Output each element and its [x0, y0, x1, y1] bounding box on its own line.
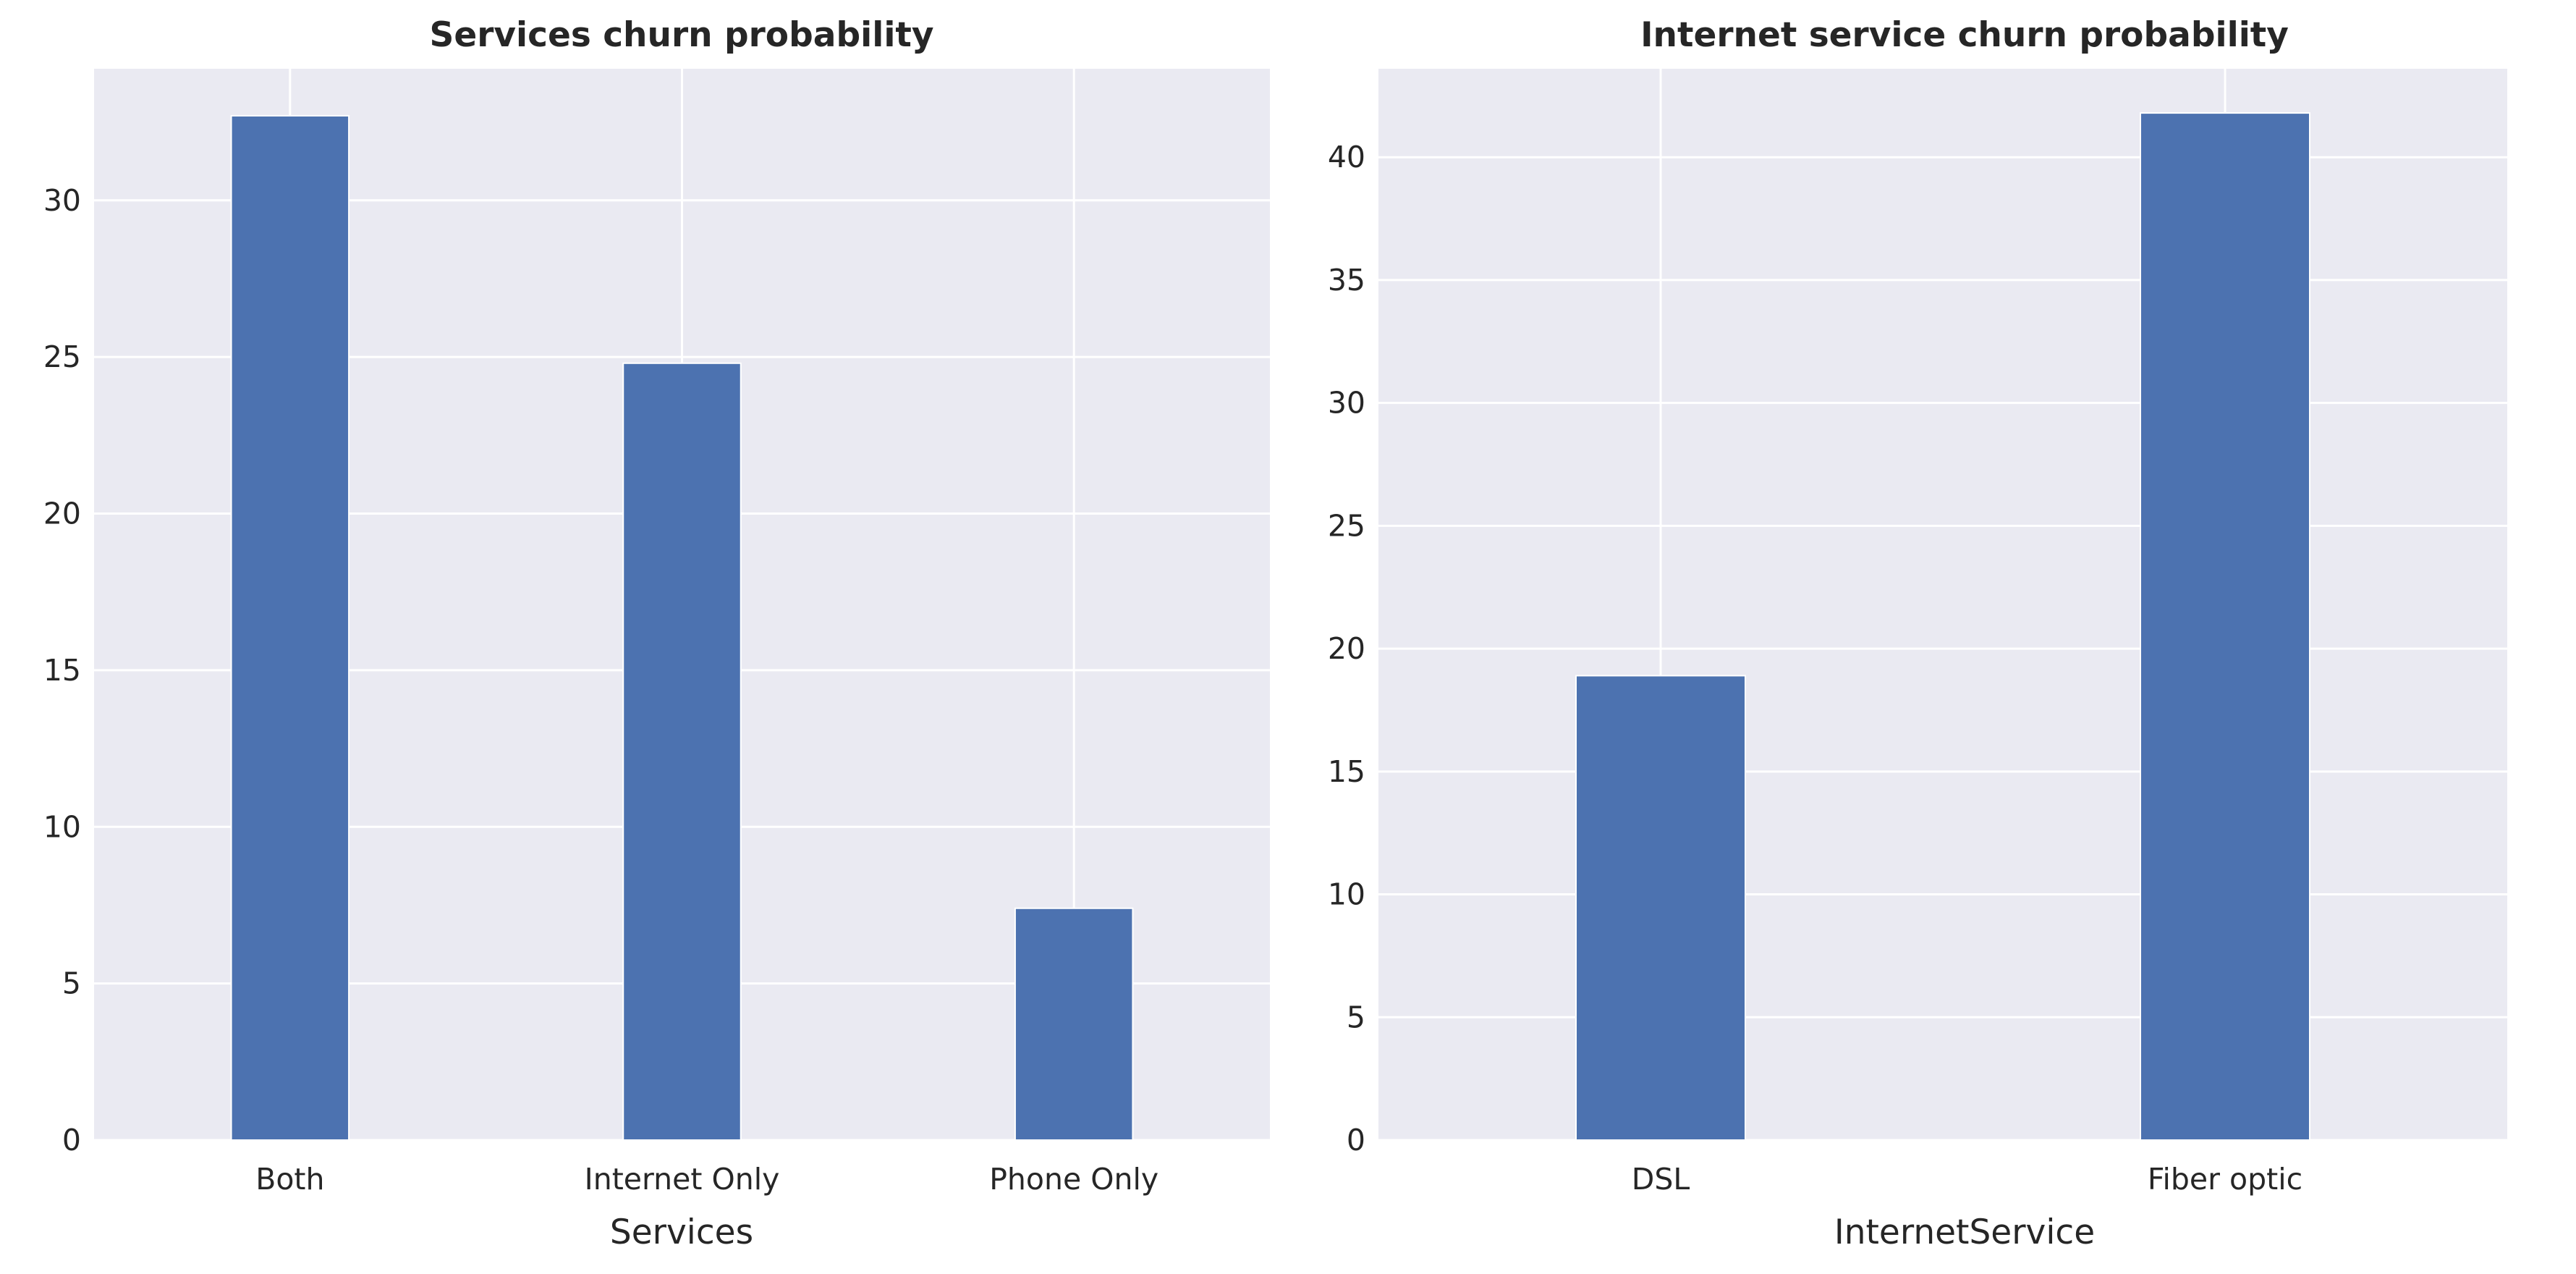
- x-tick-label: DSL: [1632, 1162, 1690, 1197]
- y-tick-label: 15: [43, 653, 81, 688]
- y-tick-label: 5: [62, 966, 81, 1001]
- y-tick-label: 20: [43, 497, 81, 531]
- bars: [230, 114, 1134, 1142]
- y-tick-label: 5: [1347, 1000, 1365, 1034]
- y-tick-label: 20: [1328, 631, 1365, 666]
- y-tick-labels: 0 5 10 15 20 25 30: [43, 183, 81, 1157]
- bar-both: [230, 114, 350, 1142]
- chart-internet-service-churn: 0 5 10 15 20 25 30 35 40 DSL Fiber optic Internet…: [1328, 15, 2507, 1252]
- plot-area: [1378, 69, 2507, 1140]
- y-tick-label: 30: [1328, 386, 1365, 421]
- bar-internet-only: [622, 362, 742, 1142]
- x-tick-labels: Both Internet Only Phone Only: [255, 1162, 1158, 1197]
- x-tick-label: Both: [255, 1162, 324, 1197]
- y-tick-label: 30: [43, 183, 81, 218]
- y-tick-label: 15: [1328, 754, 1365, 789]
- y-tick-label: 40: [1328, 140, 1365, 174]
- y-tick-label: 0: [62, 1123, 81, 1157]
- chart-title: Internet service churn probability: [1640, 15, 2289, 55]
- x-axis-label: InternetService: [1834, 1212, 2095, 1252]
- y-tick-label: 35: [1328, 263, 1365, 298]
- x-tick-label: Fiber optic: [2148, 1162, 2302, 1197]
- chart-services-churn: 0 5 10 15 20 25 30 Both Internet Only Phone Only…: [43, 15, 1270, 1252]
- y-tick-labels: 0 5 10 15 20 25 30 35 40: [1328, 140, 1365, 1157]
- bar-phone-only: [1014, 907, 1134, 1142]
- x-axis-label: Services: [610, 1212, 753, 1252]
- y-tick-label: 25: [1328, 508, 1365, 543]
- y-tick-label: 25: [43, 339, 81, 374]
- y-tick-label: 0: [1347, 1123, 1365, 1157]
- y-tick-label: 10: [1328, 877, 1365, 912]
- x-tick-labels: DSL Fiber optic: [1632, 1162, 2302, 1197]
- x-tick-label: Internet Only: [585, 1162, 780, 1197]
- chart-title: Services churn probability: [429, 15, 933, 55]
- y-tick-label: 10: [43, 809, 81, 844]
- bar-dsl: [1575, 675, 1746, 1141]
- bar-fiber-optic: [2140, 112, 2310, 1141]
- bars: [1575, 112, 2310, 1141]
- x-tick-label: Phone Only: [989, 1162, 1158, 1197]
